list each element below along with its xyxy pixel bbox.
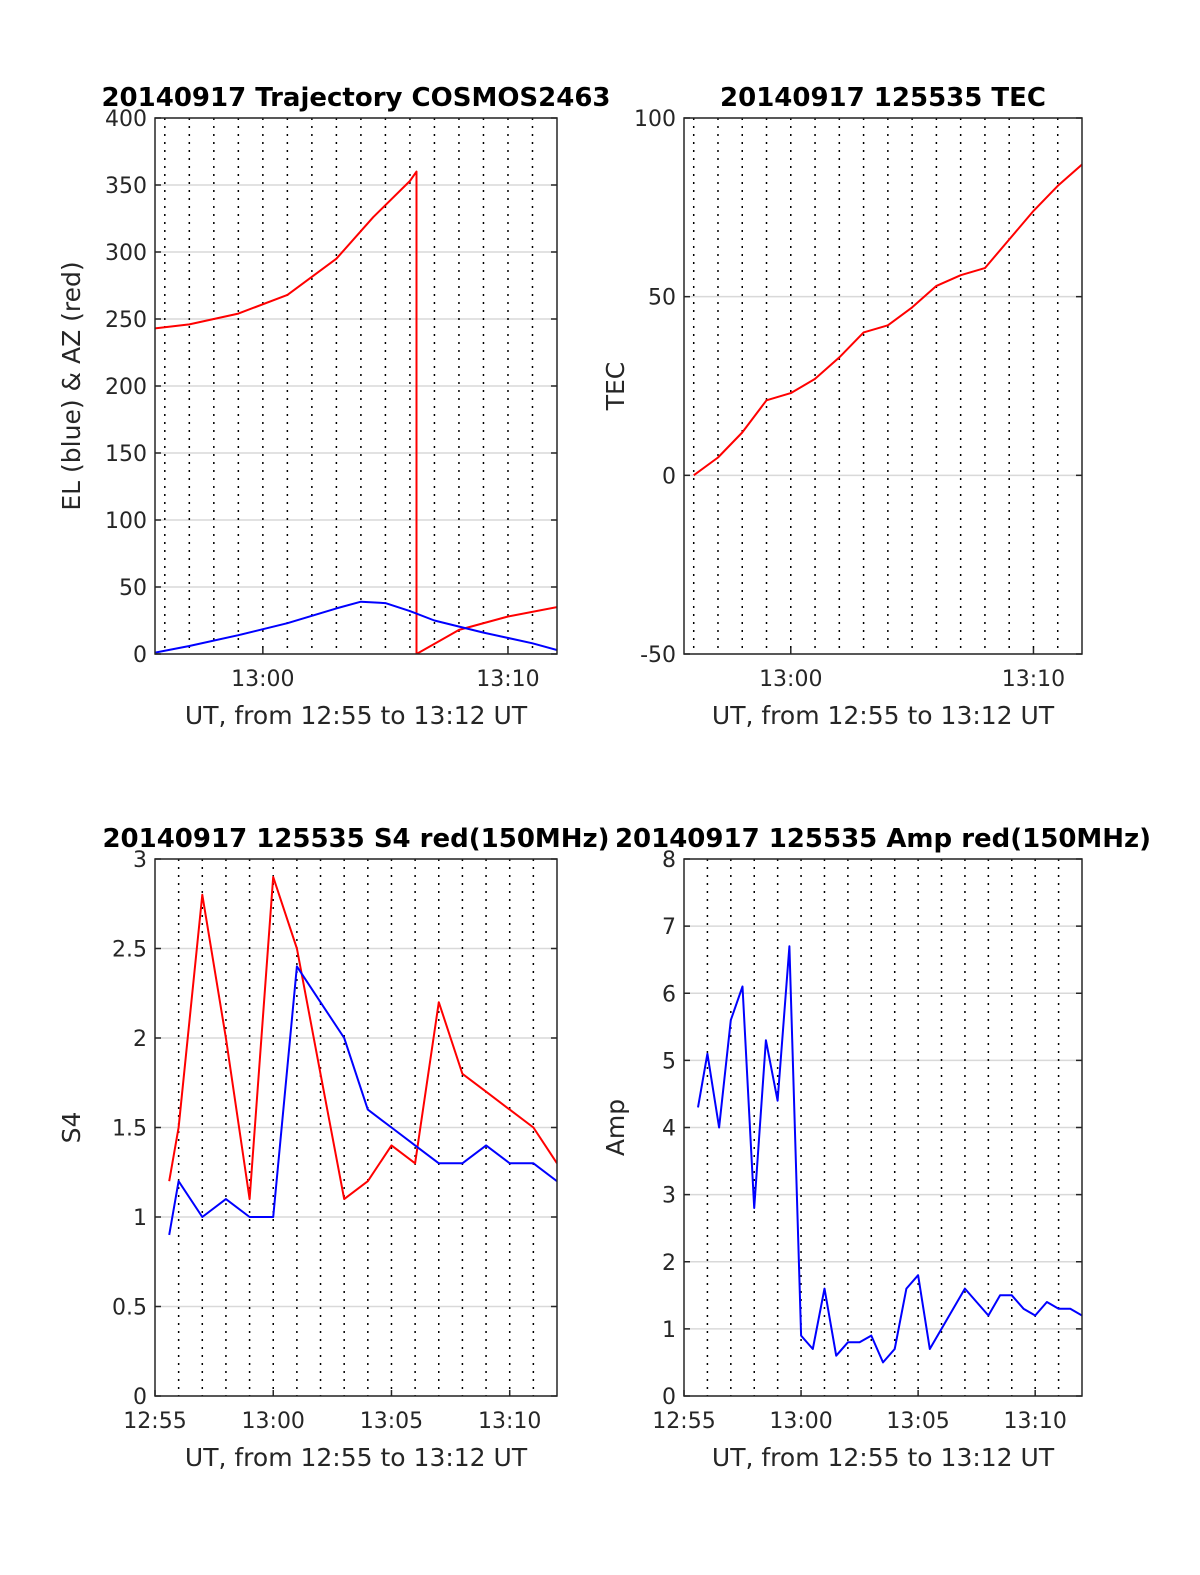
y-tick-label: 50 xyxy=(648,286,676,311)
chart-panel-4: 0 1 2 3 4 5 6 7 8 12:55 13:00 13:05 13:10 20140917 12… xyxy=(601,824,1151,1472)
y-tick-label: 1 xyxy=(662,1318,676,1343)
axes-box xyxy=(683,117,1083,655)
x-tick-label: 13:10 xyxy=(476,667,539,692)
y-tick-label: 100 xyxy=(634,107,676,132)
y-axis-label: S4 xyxy=(57,1112,86,1144)
chart-panel-1: 0 50 100 150 200 250 300 350 400 13:00 13:10 201409… xyxy=(57,83,611,730)
chart-title: 20140917 125535 S4 red(150MHz) xyxy=(102,824,609,854)
series-line-red xyxy=(693,163,1082,477)
x-tick-label: 12:55 xyxy=(123,1409,186,1434)
y-tick-label: 0.5 xyxy=(112,1296,147,1321)
y-tick-label: 200 xyxy=(105,375,147,400)
y-tick-label: 2.5 xyxy=(112,938,147,963)
x-tick-label: 13:05 xyxy=(360,1409,423,1434)
x-tick-label: 13:10 xyxy=(1002,667,1065,692)
y-tick-label: 350 xyxy=(105,174,147,199)
y-tick-label: 2 xyxy=(133,1027,147,1052)
x-tick-label: 12:55 xyxy=(652,1409,715,1434)
chart-title: 20140917 125535 Amp red(150MHz) xyxy=(615,824,1151,854)
chart-title: 20140917 Trajectory COSMOS2463 xyxy=(101,83,610,113)
series-line-red xyxy=(155,170,557,654)
x-axis-label: UT, from 12:55 to 13:12 UT xyxy=(712,701,1055,730)
x-axis-label: UT, from 12:55 to 13:12 UT xyxy=(712,1443,1055,1472)
y-tick-label: 3 xyxy=(662,1184,676,1209)
chart-panel-2: -50 0 50 100 13:00 13:10 20140917 125535 TEC UT… xyxy=(601,83,1083,730)
series-line-blue xyxy=(168,965,557,1236)
x-tick-label: 13:00 xyxy=(231,667,294,692)
y-tick-label: 7 xyxy=(662,915,676,940)
y-tick-label: 0 xyxy=(133,643,147,668)
y-axis-label: Amp xyxy=(601,1099,630,1156)
y-tick-label: 150 xyxy=(105,442,147,467)
y-axis-label: TEC xyxy=(601,362,630,412)
y-tick-label: -50 xyxy=(640,643,676,668)
y-axis-label: EL (blue) & AZ (red) xyxy=(57,261,86,510)
y-tick-label: 0 xyxy=(133,1385,147,1410)
chart-title: 20140917 125535 TEC xyxy=(720,83,1046,113)
y-tick-label: 300 xyxy=(105,241,147,266)
x-tick-label: 13:10 xyxy=(1003,1409,1066,1434)
y-tick-label: 50 xyxy=(119,576,147,601)
x-tick-label: 13:00 xyxy=(769,1409,832,1434)
y-tick-label: 2 xyxy=(662,1251,676,1276)
y-tick-label: 6 xyxy=(662,982,676,1007)
y-tick-label: 8 xyxy=(662,848,676,873)
x-tick-label: 13:05 xyxy=(886,1409,949,1434)
series-line-blue xyxy=(155,600,557,654)
y-tick-label: 250 xyxy=(105,308,147,333)
chart-panel-3: 0 0.5 1 1.5 2 2.5 3 12:55 13:00 13:05 13:10 2014091… xyxy=(57,824,610,1472)
x-tick-label: 13:00 xyxy=(759,667,822,692)
x-axis-label: UT, from 12:55 to 13:12 UT xyxy=(185,1443,528,1472)
y-tick-label: 100 xyxy=(105,509,147,534)
y-tick-label: 5 xyxy=(662,1049,676,1074)
y-tick-label: 0 xyxy=(662,464,676,489)
x-axis-label: UT, from 12:55 to 13:12 UT xyxy=(185,701,528,730)
x-tick-label: 13:10 xyxy=(478,1409,541,1434)
y-tick-label: 1.5 xyxy=(112,1117,147,1142)
y-tick-label: 4 xyxy=(662,1117,676,1142)
y-tick-label: 3 xyxy=(133,848,147,873)
series-line-blue xyxy=(697,945,1082,1364)
y-tick-label: 0 xyxy=(662,1385,676,1410)
x-tick-label: 13:00 xyxy=(242,1409,305,1434)
y-tick-label: 1 xyxy=(133,1206,147,1231)
y-tick-label: 400 xyxy=(105,107,147,132)
series-line-red xyxy=(168,875,557,1201)
